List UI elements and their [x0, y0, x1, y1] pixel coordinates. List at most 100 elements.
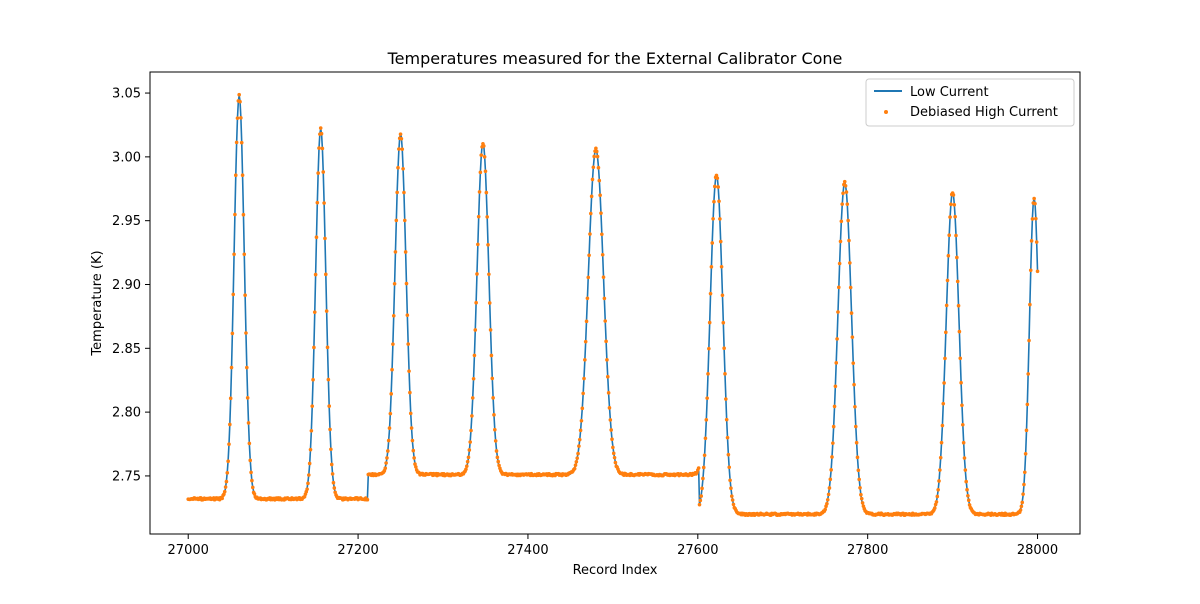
- debiased-point: [228, 422, 232, 427]
- debiased-point: [932, 506, 937, 510]
- debiased-point: [472, 353, 477, 358]
- y-tick-label: 2.90: [112, 278, 141, 293]
- debiased-point: [473, 328, 478, 332]
- debiased-point: [958, 356, 963, 361]
- debiased-point: [326, 377, 331, 382]
- debiased-point: [604, 339, 608, 344]
- debiased-point: [233, 212, 237, 217]
- debiased-point: [244, 331, 248, 335]
- debiased-point: [312, 310, 317, 314]
- debiased-point: [226, 459, 230, 464]
- debiased-point: [318, 126, 323, 130]
- debiased-point: [484, 190, 489, 195]
- debiased-point: [240, 173, 245, 177]
- debiased-point: [384, 461, 388, 465]
- debiased-point: [238, 99, 242, 104]
- debiased-point: [720, 293, 725, 298]
- debiased-point: [1022, 482, 1026, 487]
- debiased-point: [228, 396, 233, 401]
- debiased-point: [957, 329, 962, 334]
- debiased-point: [705, 396, 709, 400]
- debiased-point: [320, 146, 325, 151]
- debiased-point: [718, 239, 723, 244]
- debiased-point: [383, 466, 388, 470]
- debiased-point: [225, 471, 230, 475]
- debiased-point: [595, 154, 600, 159]
- debiased-point: [237, 92, 241, 97]
- debiased-point: [601, 275, 606, 279]
- debiased-point: [724, 417, 729, 422]
- debiased-point: [245, 396, 250, 400]
- debiased-point: [388, 411, 393, 416]
- debiased-point: [839, 219, 844, 224]
- plot-area: [186, 92, 1040, 518]
- debiased-point: [707, 320, 712, 325]
- debiased-point: [955, 255, 959, 260]
- debiased-point: [234, 140, 239, 145]
- debiased-point: [853, 404, 857, 409]
- debiased-point: [305, 487, 309, 491]
- debiased-point: [397, 147, 401, 151]
- debiased-point: [398, 132, 403, 136]
- debiased-point: [407, 369, 411, 373]
- debiased-point: [605, 358, 609, 362]
- debiased-point: [702, 453, 707, 458]
- debiased-point: [606, 391, 611, 395]
- debiased-point: [859, 496, 864, 501]
- debiased-point: [707, 346, 711, 351]
- debiased-point: [324, 309, 329, 313]
- x-tick-label: 27400: [507, 543, 548, 558]
- debiased-point: [835, 337, 839, 341]
- debiased-point: [953, 214, 957, 219]
- debiased-point: [965, 487, 969, 492]
- debiased-point: [823, 507, 828, 512]
- debiased-point: [729, 494, 734, 498]
- debiased-point: [846, 218, 850, 223]
- debiased-point: [603, 319, 608, 323]
- debiased-point: [1034, 216, 1038, 221]
- debiased-point: [310, 404, 315, 408]
- debiased-point: [408, 390, 412, 395]
- debiased-point: [964, 479, 968, 484]
- debiased-point: [612, 455, 617, 460]
- debiased-point: [235, 116, 240, 120]
- debiased-point: [579, 418, 584, 423]
- debiased-point: [233, 173, 238, 177]
- debiased-point: [955, 279, 960, 284]
- debiased-point: [837, 261, 842, 266]
- debiased-point: [387, 426, 392, 430]
- debiased-point: [400, 147, 405, 151]
- debiased-point: [942, 381, 946, 385]
- debiased-point: [939, 440, 944, 445]
- debiased-point: [613, 460, 618, 465]
- debiased-point: [403, 250, 408, 254]
- debiased-point: [828, 477, 833, 482]
- debiased-point: [496, 459, 501, 464]
- debiased-point: [249, 470, 253, 475]
- debiased-point: [1019, 504, 1024, 509]
- debiased-point: [727, 465, 732, 470]
- debiased-point: [1034, 240, 1039, 244]
- debiased-point: [960, 403, 964, 408]
- debiased-point: [725, 435, 730, 440]
- debiased-point: [703, 436, 708, 441]
- debiased-point: [855, 455, 860, 460]
- debiased-point: [487, 301, 492, 305]
- debiased-point: [250, 485, 255, 490]
- debiased-point: [365, 497, 370, 502]
- debiased-point: [718, 217, 722, 221]
- x-tick-label: 28000: [1017, 543, 1058, 558]
- debiased-point: [328, 427, 332, 432]
- debiased-point: [834, 361, 839, 365]
- debiased-point: [1018, 508, 1023, 512]
- debiased-point: [829, 468, 833, 472]
- debiased-point: [1025, 402, 1030, 407]
- debiased-point: [406, 342, 410, 346]
- debiased-point: [937, 479, 941, 483]
- debiased-point: [329, 462, 334, 467]
- debiased-point: [699, 494, 704, 498]
- debiased-point: [220, 496, 224, 501]
- debiased-point: [466, 455, 471, 460]
- debiased-point: [230, 331, 235, 336]
- debiased-point: [413, 462, 417, 466]
